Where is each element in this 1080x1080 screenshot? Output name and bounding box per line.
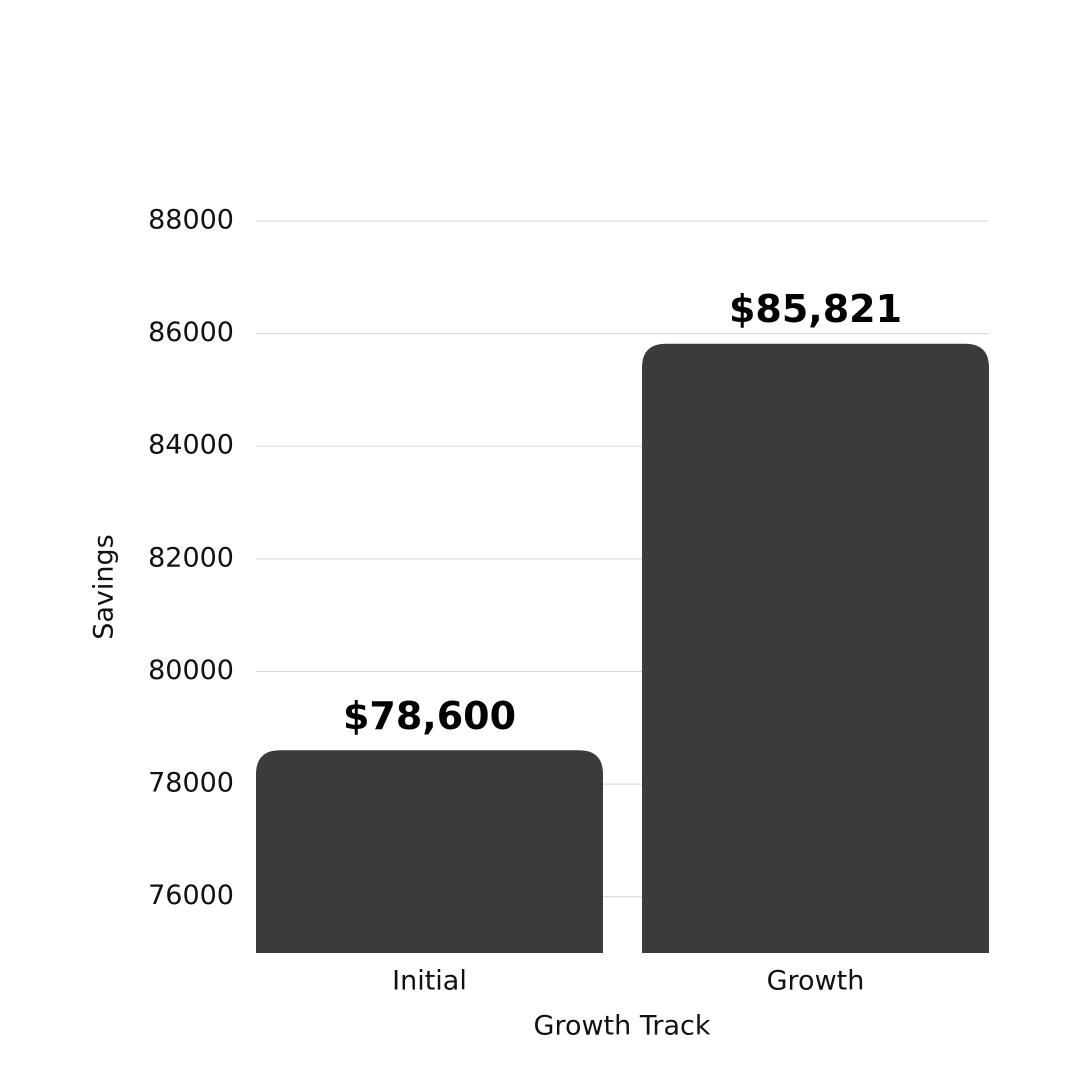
value-label: $85,821 <box>729 287 902 331</box>
y-tick-label: 76000 <box>148 880 234 911</box>
x-axis-label: Growth Track <box>534 1011 711 1042</box>
x-tick-label: Initial <box>392 966 467 997</box>
bar <box>642 343 989 953</box>
y-tick-label: 80000 <box>148 655 234 686</box>
bar <box>256 750 603 953</box>
y-tick-label: 88000 <box>148 205 234 236</box>
y-tick-label: 78000 <box>148 768 234 799</box>
value-label: $78,600 <box>343 694 516 738</box>
y-tick-label: 82000 <box>148 542 234 573</box>
x-tick-label: Growth <box>767 966 865 997</box>
y-tick-label: 86000 <box>148 317 234 348</box>
y-axis-label: Savings <box>89 534 120 639</box>
y-tick-label: 84000 <box>148 430 234 461</box>
